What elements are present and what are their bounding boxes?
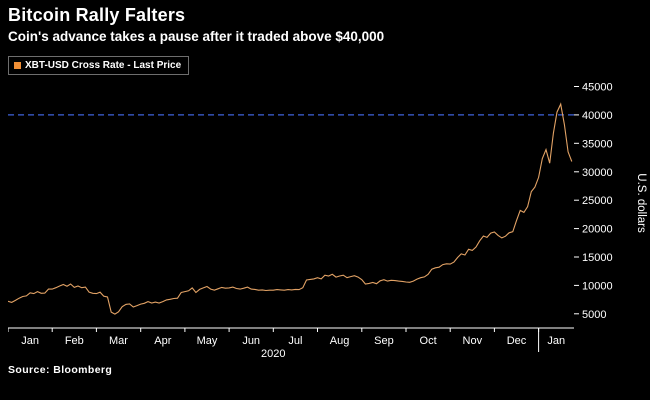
x-tick-label: Jun	[242, 335, 260, 347]
x-tick-label: Aug	[330, 335, 350, 347]
x-tick-label: Jul	[288, 335, 302, 347]
y-tick-label: 20000	[582, 224, 613, 236]
y-tick-label: 40000	[582, 110, 613, 122]
x-tick-label: Mar	[109, 335, 128, 347]
price-line	[8, 102, 573, 315]
page-subtitle: Coin's advance takes a pause after it tr…	[8, 29, 385, 44]
series-label: XBT-USD Cross Rate - Last Price	[25, 60, 182, 71]
y-tick-label: 45000	[582, 82, 613, 94]
x-tick-label: Jan	[547, 335, 565, 347]
y-tick-label: 10000	[582, 280, 613, 292]
x-tick-label: Jan	[21, 335, 39, 347]
x-tick-label: Dec	[507, 335, 527, 347]
y-axis-title: U.S. dollars	[635, 173, 647, 233]
price-chart: Jan Feb Mar Apr May Jun Jul Aug Sep Oct Nov Dec Jan 2…	[8, 82, 647, 360]
x-tick-label: Apr	[154, 335, 171, 347]
year-label: 2020	[261, 348, 285, 360]
y-tick-label: 15000	[582, 252, 613, 264]
y-tick-label: 30000	[582, 167, 613, 179]
source-credit: Source: Bloomberg	[8, 364, 113, 376]
x-tick-label: Oct	[420, 335, 437, 347]
legend: XBT-USD Cross Rate - Last Price	[8, 56, 190, 75]
x-tick-label: May	[197, 335, 218, 347]
y-tick-label: 25000	[582, 195, 613, 207]
y-tick-label: 5000	[582, 309, 606, 321]
page-title: Bitcoin Rally Falters	[8, 5, 186, 25]
x-tick-label: Nov	[463, 335, 483, 347]
series-swatch-icon	[14, 62, 21, 69]
y-tick-label: 35000	[582, 138, 613, 150]
x-tick-label: Sep	[374, 335, 394, 347]
x-tick-label: Feb	[65, 335, 84, 347]
